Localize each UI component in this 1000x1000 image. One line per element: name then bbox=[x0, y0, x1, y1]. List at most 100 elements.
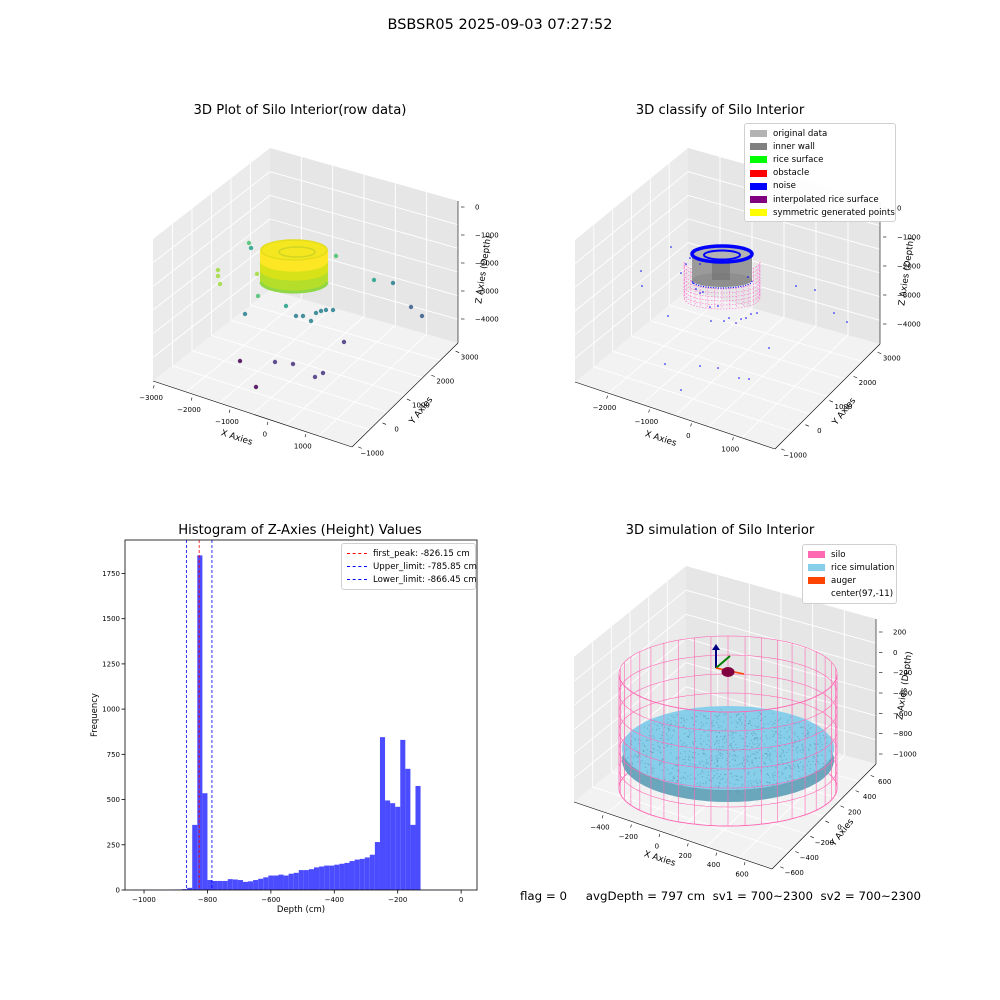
rice-mesh-point bbox=[711, 751, 713, 753]
data-point bbox=[300, 313, 306, 319]
rice-mesh-point bbox=[716, 736, 718, 738]
rice-mesh-point bbox=[684, 751, 686, 753]
legend-label: Lower_limit: -866.45 cm bbox=[373, 574, 477, 585]
rice-mesh-point bbox=[684, 721, 686, 723]
rice-mesh-point bbox=[788, 765, 790, 767]
rice-mesh-point bbox=[716, 759, 718, 762]
data-point bbox=[290, 361, 296, 367]
rice-mesh-point bbox=[808, 761, 810, 763]
rice-mesh-point bbox=[755, 737, 758, 739]
legend-entry: noise bbox=[750, 180, 890, 193]
noise-point bbox=[846, 321, 848, 323]
rice-mesh-point bbox=[733, 750, 735, 752]
cluster-ring bbox=[259, 261, 329, 274]
rice-mesh-point bbox=[700, 771, 703, 773]
rice-mesh-point bbox=[703, 765, 705, 767]
x-tick-label: 0 bbox=[459, 896, 463, 904]
rice-mesh-point bbox=[751, 762, 753, 764]
rice-mesh-point bbox=[694, 757, 696, 759]
rice-mesh-point bbox=[732, 736, 735, 739]
rice-mesh-point bbox=[640, 762, 642, 764]
cluster-ring bbox=[259, 260, 329, 272]
cluster-ring bbox=[259, 273, 329, 286]
noise-point bbox=[756, 312, 758, 314]
histogram-bar bbox=[415, 785, 421, 890]
rice-mesh-point bbox=[684, 772, 686, 774]
rice-mesh-point bbox=[750, 739, 752, 741]
noise-point bbox=[717, 367, 719, 369]
rice-mesh-point bbox=[736, 747, 738, 749]
legend-line bbox=[347, 579, 367, 581]
z-tick-label: −800 bbox=[893, 730, 912, 738]
rice-mesh-point bbox=[802, 765, 804, 767]
rice-mesh-point bbox=[768, 758, 770, 760]
legend-swatch bbox=[808, 551, 825, 559]
rice-mesh-point bbox=[774, 719, 776, 722]
rice-mesh-point bbox=[626, 748, 628, 750]
rice-mesh-point bbox=[646, 749, 649, 751]
rice-mesh-point bbox=[676, 780, 678, 782]
rice-mesh-point bbox=[779, 755, 781, 757]
rice-mesh-point bbox=[772, 773, 774, 775]
rice-mesh-point bbox=[799, 726, 801, 729]
rice-mesh-point bbox=[670, 723, 673, 725]
histogram-bar bbox=[400, 739, 406, 890]
z-tick-label: −4000 bbox=[475, 315, 499, 323]
rice-mesh-point bbox=[695, 720, 697, 722]
rice-mesh-point bbox=[756, 746, 758, 748]
rice-mesh-point bbox=[756, 743, 758, 745]
data-point bbox=[246, 240, 252, 246]
rice-mesh-point bbox=[706, 722, 708, 724]
legend-swatch bbox=[808, 577, 825, 585]
rice-mesh-point bbox=[682, 718, 684, 720]
rice-mesh-point bbox=[761, 757, 764, 759]
rice-mesh-point bbox=[786, 751, 788, 753]
rice-mesh-point bbox=[686, 735, 688, 738]
rice-mesh-point bbox=[697, 753, 699, 755]
rice-mesh-point bbox=[790, 739, 793, 741]
rice-mesh-point bbox=[706, 761, 708, 763]
rice-mesh-point bbox=[751, 759, 753, 761]
rice-mesh-point bbox=[814, 747, 816, 749]
legend-swatch bbox=[808, 590, 825, 598]
y-tick-mark bbox=[795, 851, 799, 854]
rice-mesh-point bbox=[665, 733, 668, 735]
y-tick-label: −400 bbox=[800, 854, 819, 862]
rice-mesh-point bbox=[627, 756, 629, 759]
plot4-legend: silo rice simulation auger center(97,-11) bbox=[802, 544, 897, 604]
data-point bbox=[272, 359, 278, 365]
rice-mesh-point bbox=[684, 745, 686, 747]
rice-mesh-point bbox=[819, 735, 821, 737]
rice-mesh-point bbox=[737, 790, 739, 793]
rice-mesh-point bbox=[751, 784, 753, 787]
rice-mesh-point bbox=[753, 732, 755, 734]
rice-mesh-point bbox=[716, 777, 718, 779]
rice-mesh-point bbox=[652, 778, 654, 780]
rice-mesh-point bbox=[696, 783, 699, 785]
floor-pane bbox=[153, 290, 458, 447]
rice-mesh-point bbox=[651, 772, 653, 774]
interpolated-mesh-line bbox=[683, 273, 761, 286]
x-tick-label: 400 bbox=[707, 861, 720, 869]
rice-mesh-point bbox=[825, 760, 827, 762]
histogram-bar bbox=[369, 854, 375, 890]
rice-mesh-point bbox=[814, 743, 816, 746]
x-tick-mark bbox=[715, 852, 717, 856]
data-point bbox=[341, 339, 347, 345]
rice-mesh-point bbox=[809, 770, 811, 772]
rice-mesh-point bbox=[694, 778, 697, 780]
rice-mesh-point bbox=[634, 754, 636, 756]
rice-mesh-point bbox=[757, 739, 759, 741]
rice-mesh-point bbox=[801, 748, 803, 751]
rice-mesh-point bbox=[694, 788, 696, 790]
rice-mesh-point bbox=[745, 756, 747, 758]
rice-mesh-point bbox=[691, 717, 693, 719]
rice-mesh-point bbox=[721, 753, 724, 755]
rice-mesh-point bbox=[731, 755, 733, 757]
rice-mesh-point bbox=[713, 770, 715, 772]
rice-mesh-point bbox=[686, 719, 688, 721]
rice-mesh-point bbox=[740, 776, 742, 779]
rice-mesh-point bbox=[789, 766, 792, 768]
rice-mesh-point bbox=[813, 757, 815, 759]
legend-label: first_peak: -826.15 cm bbox=[373, 548, 470, 559]
